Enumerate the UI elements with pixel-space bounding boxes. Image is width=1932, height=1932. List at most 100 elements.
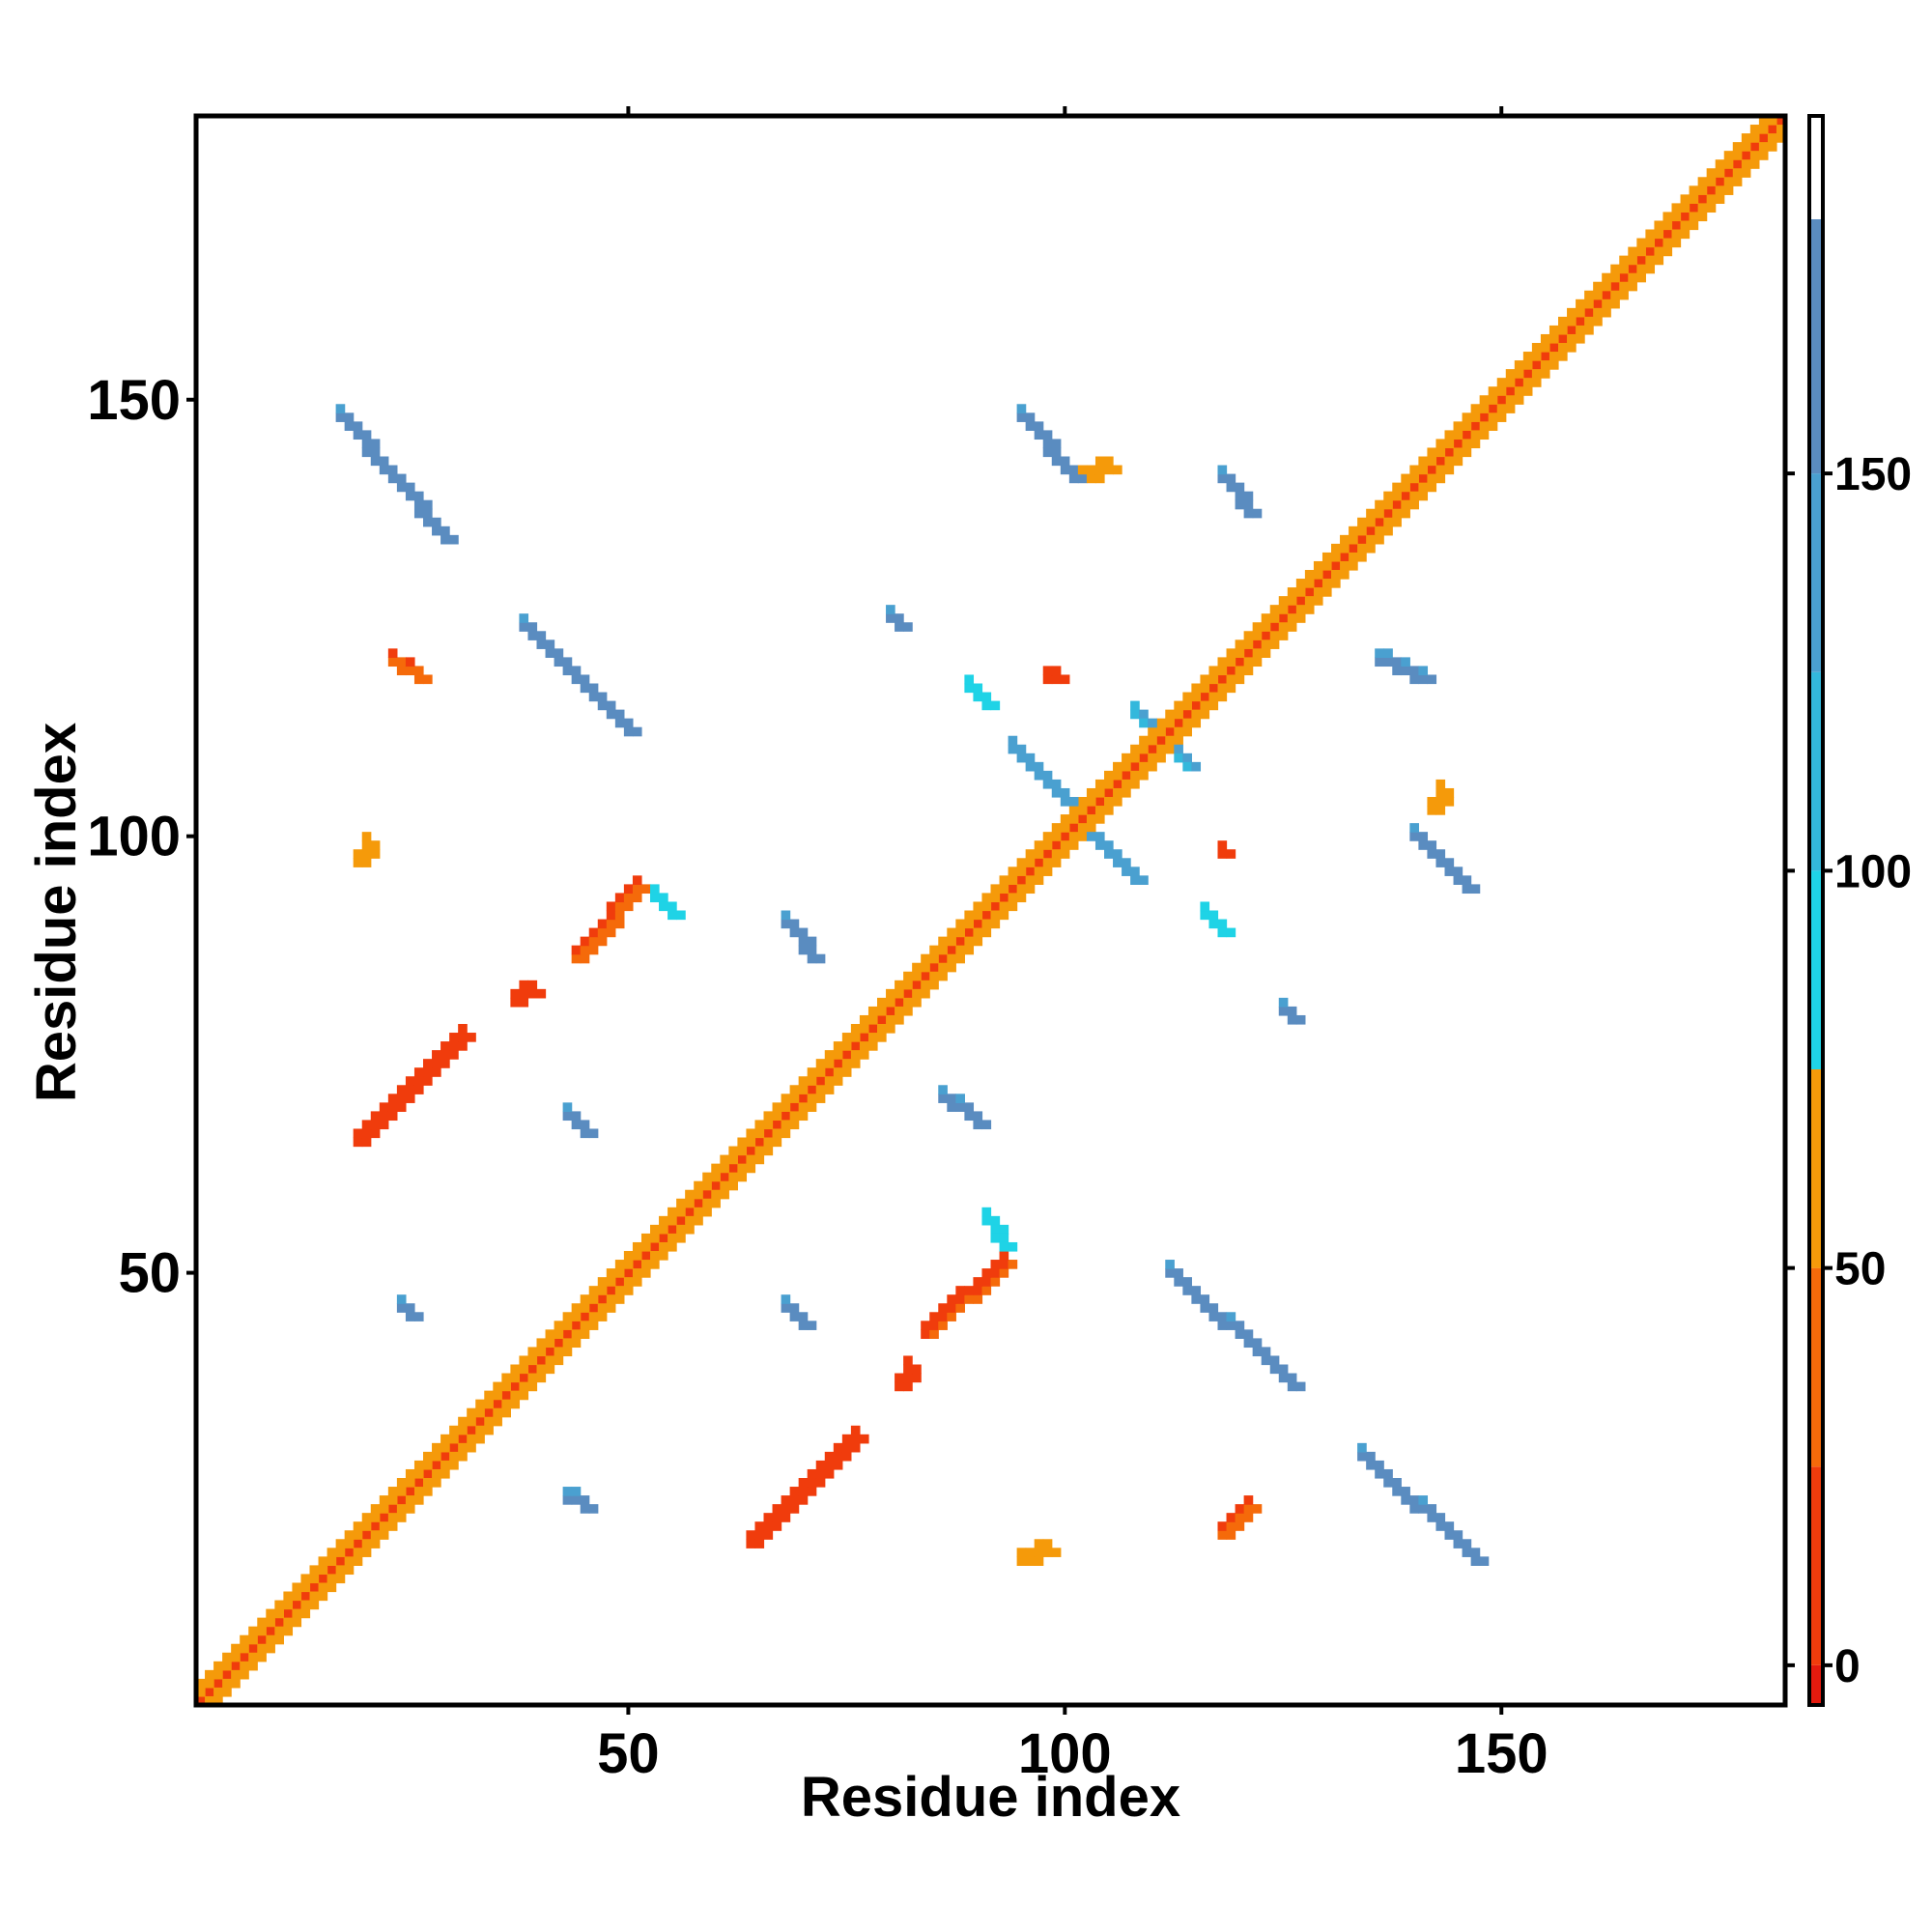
near-diagonal-cell <box>1016 858 1027 867</box>
near-diagonal-cell <box>1182 700 1192 711</box>
contact-cell <box>1252 508 1263 519</box>
near-diagonal-cell <box>1567 333 1577 344</box>
near-diagonal-cell <box>361 1513 372 1522</box>
contact-cell <box>1016 412 1027 422</box>
near-diagonal-cell <box>1349 552 1358 562</box>
near-diagonal-cell <box>1576 307 1585 318</box>
near-diagonal-cell <box>1584 298 1594 309</box>
near-diagonal-cell <box>1295 587 1306 597</box>
near-diagonal-cell <box>1680 194 1690 204</box>
diagonal-cell <box>676 1215 686 1226</box>
contact-cell <box>781 1294 791 1304</box>
near-diagonal-cell <box>580 1303 590 1313</box>
near-diagonal-cell <box>300 1600 311 1610</box>
contact-cell <box>1165 1260 1175 1269</box>
near-diagonal-cell <box>1479 421 1490 431</box>
near-diagonal-cell <box>1392 508 1402 519</box>
near-diagonal-cell <box>1531 343 1542 353</box>
near-diagonal-cell <box>318 1582 328 1593</box>
contact-cell <box>1104 465 1114 475</box>
contact-cell <box>554 648 564 658</box>
near-diagonal-cell <box>1034 867 1044 876</box>
near-diagonal-cell <box>1628 281 1637 292</box>
near-diagonal-cell <box>867 1033 878 1042</box>
near-diagonal-cell <box>240 1661 249 1671</box>
contact-cell <box>1165 1268 1175 1278</box>
near-diagonal-cell <box>1645 264 1656 274</box>
contact-cell <box>1435 1513 1446 1522</box>
near-diagonal-cell <box>720 1163 729 1174</box>
contact-cell <box>1034 1548 1044 1557</box>
diagonal-cell <box>1016 875 1027 885</box>
near-diagonal-cell <box>877 1024 887 1034</box>
near-diagonal-cell <box>815 1059 826 1068</box>
near-diagonal-cell <box>1051 832 1062 841</box>
near-diagonal-cell <box>1758 142 1769 152</box>
contact-cell <box>361 832 372 841</box>
diagonal-cell <box>955 936 965 947</box>
near-diagonal-cell <box>1610 264 1620 274</box>
near-diagonal-cell <box>938 936 948 947</box>
near-diagonal-cell <box>1427 482 1437 493</box>
diagonal-cell <box>1444 447 1455 458</box>
near-diagonal-cell <box>1567 343 1577 353</box>
contact-cell <box>1226 849 1236 859</box>
contact-cell <box>1357 1451 1367 1462</box>
contact-cell <box>807 1468 817 1479</box>
near-diagonal-cell <box>807 1076 817 1086</box>
diagonal-cell <box>1156 735 1166 746</box>
near-diagonal-cell <box>867 1006 878 1016</box>
near-diagonal-cell <box>990 893 1001 903</box>
contact-cell <box>562 1487 573 1496</box>
near-diagonal-cell <box>1548 360 1559 370</box>
diagonal-cell <box>1505 386 1516 396</box>
near-diagonal-cell <box>283 1591 294 1602</box>
near-diagonal-cell <box>938 971 948 981</box>
near-diagonal-cell <box>353 1521 363 1531</box>
contact-cell <box>1366 1460 1376 1470</box>
diagonal-cell <box>1366 526 1376 536</box>
contact-cell <box>1479 1556 1490 1566</box>
contact-cell <box>807 953 817 964</box>
contact-cell <box>545 639 555 649</box>
near-diagonal-cell <box>1243 666 1254 676</box>
contact-cell <box>361 840 372 850</box>
contact-cell <box>1174 1268 1183 1278</box>
diagonal-cell <box>947 945 956 955</box>
near-diagonal-cell <box>1025 884 1036 895</box>
near-diagonal-cell <box>554 1329 564 1339</box>
contact-cell <box>1409 832 1419 841</box>
near-diagonal-cell <box>763 1120 774 1130</box>
contact-cell <box>361 430 372 440</box>
contact-cell <box>999 1241 1009 1252</box>
near-diagonal-cell <box>213 1669 223 1680</box>
diagonal-cell <box>1636 255 1646 266</box>
contact-cell <box>597 692 608 702</box>
contact-cell <box>527 622 538 632</box>
contact-cell <box>789 919 800 929</box>
near-diagonal-cell <box>1156 753 1166 763</box>
contact-cell <box>763 1530 774 1540</box>
diagonal-cell <box>702 1189 712 1200</box>
contact-cell <box>1191 1294 1202 1304</box>
contact-cell <box>1287 1006 1297 1016</box>
contact-cell <box>423 508 433 519</box>
contact-cell <box>650 893 660 903</box>
contact-cell <box>423 674 433 685</box>
near-diagonal-cell <box>1697 203 1708 213</box>
contact-cell <box>1025 753 1036 763</box>
diagonal-cell <box>1628 264 1637 274</box>
contact-cell <box>562 666 573 676</box>
near-diagonal-cell <box>1732 168 1743 178</box>
contact-cell <box>955 1286 965 1295</box>
near-diagonal-cell <box>1654 220 1664 231</box>
contact-cell <box>379 456 389 467</box>
near-diagonal-cell <box>396 1513 407 1522</box>
near-diagonal-cell <box>640 1260 651 1269</box>
contact-cell <box>440 1041 450 1051</box>
diagonal-cell <box>1235 657 1245 668</box>
contact-cell <box>588 927 599 938</box>
near-diagonal-cell <box>694 1215 703 1226</box>
near-diagonal-cell <box>1068 806 1079 815</box>
near-diagonal-cell <box>257 1652 267 1662</box>
